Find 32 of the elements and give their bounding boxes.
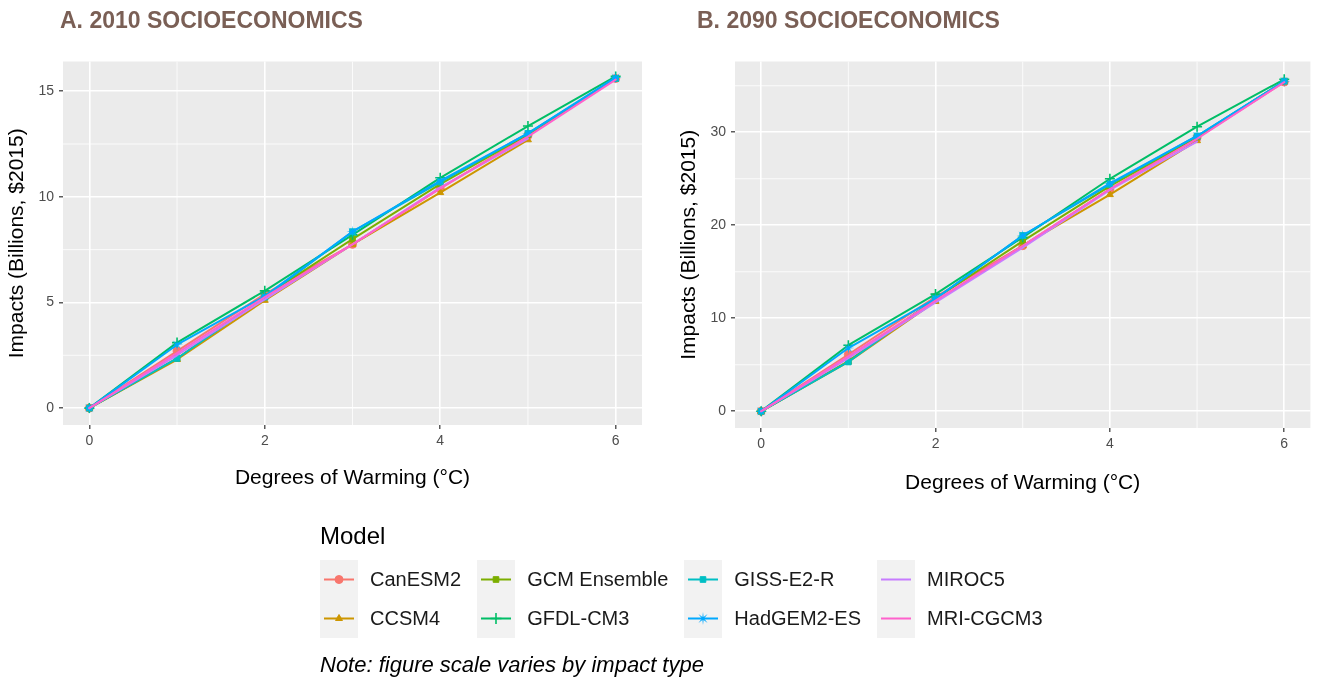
x-axis-title: Degrees of Warming (°C) <box>905 470 1141 494</box>
x-tick-label: 4 <box>1105 435 1114 452</box>
y-tick-label: 5 <box>46 293 55 310</box>
legend-label: CanESM2 <box>370 568 462 591</box>
x-tick-label: 4 <box>436 432 445 449</box>
y-tick-label: 10 <box>38 187 55 204</box>
chart-title: A. 2010 SOCIOECONOMICS <box>60 6 363 34</box>
legend-label: GFDL-CM3 <box>527 607 630 630</box>
x-tick-label: 6 <box>611 432 620 449</box>
legend-label: GISS-E2-R <box>734 568 835 591</box>
y-tick-label: 20 <box>710 216 727 233</box>
text: Note: figure scale varies by impact type <box>320 652 704 678</box>
chart-title: B. 2090 SOCIOECONOMICS <box>697 6 1000 34</box>
y-tick-label: 0 <box>46 398 55 415</box>
legend-label: GCM Ensemble <box>527 568 669 591</box>
legend-label: CCSM4 <box>370 607 441 630</box>
x-tick-label: 2 <box>260 432 269 449</box>
y-axis-title: Impacts (Billions, $2015) <box>4 128 28 359</box>
legend-label: MRI-CGCM3 <box>927 607 1043 630</box>
y-tick-label: 0 <box>718 402 727 419</box>
y-axis-title: Impacts (Billions, $2015) <box>676 129 700 360</box>
x-axis-title: Degrees of Warming (°C) <box>234 465 471 489</box>
x-tick-label: 6 <box>1280 435 1289 452</box>
legend-label: HadGEM2-ES <box>734 607 862 630</box>
x-tick-label: 0 <box>757 435 766 452</box>
x-tick-label: 0 <box>85 432 94 449</box>
x-tick-label: 2 <box>931 435 940 452</box>
y-tick-label: 10 <box>710 309 727 326</box>
legend-label: MIROC5 <box>927 568 1005 591</box>
y-tick-label: 30 <box>710 123 727 140</box>
legend-title: Model <box>320 522 387 550</box>
y-tick-label: 15 <box>38 82 55 99</box>
